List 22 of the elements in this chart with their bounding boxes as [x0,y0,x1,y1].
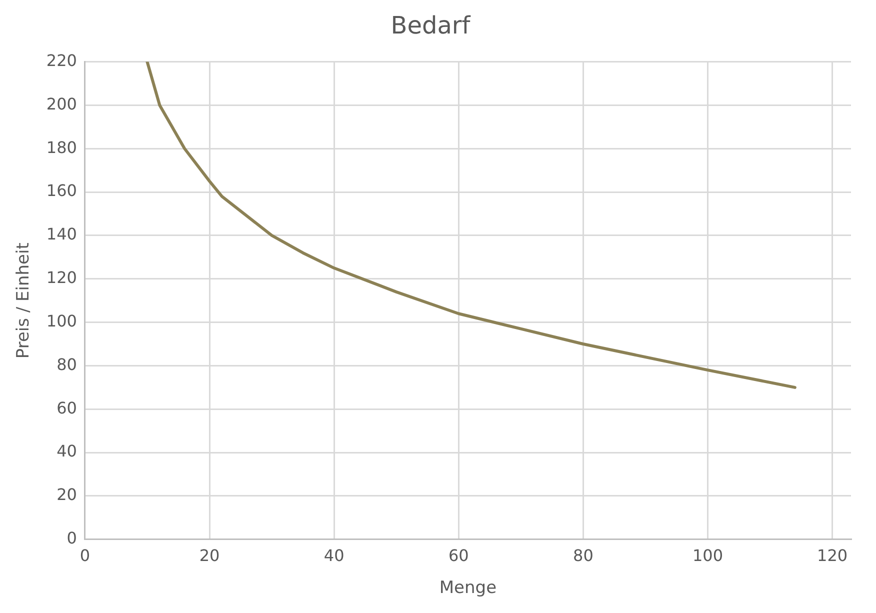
x-tick-label: 20 [199,546,220,566]
y-tick-label: 40 [56,442,77,461]
y-tick-label: 160 [46,181,77,200]
y-tick-label: 220 [46,50,77,70]
x-axis-title: Menge [439,578,497,598]
x-tick-label: 40 [324,546,344,566]
y-tick-label: 60 [56,398,77,418]
x-tick-label: 0 [80,546,90,566]
chart-title: Bedarf [390,12,471,40]
y-tick-label: 140 [46,224,77,244]
y-tick-label: 180 [46,138,77,157]
y-tick-label: 20 [56,485,77,504]
y-tick-label: 120 [46,268,77,288]
x-tick-label: 100 [692,546,724,566]
x-tick-label: 60 [448,546,469,566]
x-tick-label: 80 [573,546,594,566]
y-axis-title: Preis / Einheit [14,242,34,359]
y-tick-label: 100 [46,311,77,330]
y-tick-label: 0 [66,528,77,548]
y-tick-label: 200 [46,94,77,114]
x-tick-label: 120 [817,546,848,566]
y-tick-label: 80 [56,354,77,374]
